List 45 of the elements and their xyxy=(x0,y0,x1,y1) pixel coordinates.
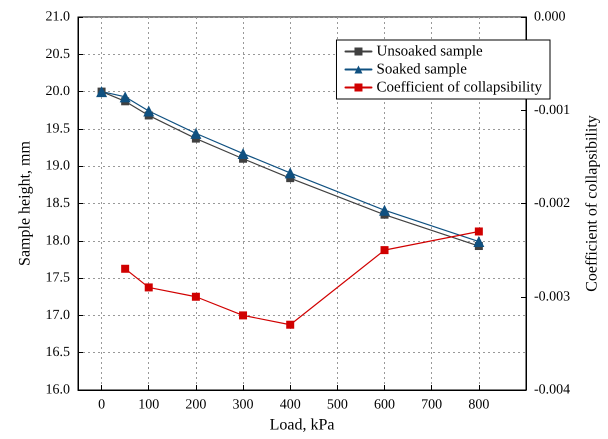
y-tick-label: 20.0 xyxy=(46,84,70,100)
y2-tick-label: -0.003 xyxy=(534,289,570,304)
x-tick-label: 200 xyxy=(185,398,206,412)
point xyxy=(474,227,483,236)
point xyxy=(190,128,202,139)
y-tick-label: 21.0 xyxy=(46,10,70,24)
x-tick-label: 400 xyxy=(280,398,301,412)
y-tick-label: 16.5 xyxy=(46,345,70,360)
y-tick-label: 19.5 xyxy=(46,121,70,136)
x-tick-label: 700 xyxy=(421,398,442,412)
point xyxy=(379,204,390,216)
x-tick-label: 100 xyxy=(138,398,160,412)
x-tick-label: 600 xyxy=(374,398,396,412)
y-tick-label: 18.0 xyxy=(46,233,70,248)
point xyxy=(238,148,249,160)
y-tick-label: 18.5 xyxy=(46,196,70,211)
y-tick-label: 17.0 xyxy=(46,308,70,323)
point xyxy=(239,311,248,320)
y-tick-label: 17.5 xyxy=(46,270,70,286)
y2-tick-label: -0.001 xyxy=(534,102,570,118)
y-axis-title: Sample height, mm xyxy=(16,140,34,266)
y2-tick-label: -0.004 xyxy=(534,382,570,398)
legend-label: Coefficient of collapsibility xyxy=(376,80,542,96)
y-tick-label: 19.0 xyxy=(46,158,70,174)
x-tick-label: 0 xyxy=(98,398,106,412)
point xyxy=(120,91,131,102)
point xyxy=(144,283,153,292)
y-tick-label: 16.0 xyxy=(46,382,70,398)
point xyxy=(286,320,294,329)
y2-tick-label: 0.000 xyxy=(534,10,566,24)
legend-label: Unsoaked sample xyxy=(376,44,484,60)
x-tick-label: 300 xyxy=(232,398,254,412)
x-tick-label: 800 xyxy=(468,398,490,412)
y2-axis-title: Coefficient of collapsibility xyxy=(584,115,600,292)
point xyxy=(192,292,200,301)
y-tick-label: 20.5 xyxy=(46,46,70,62)
x-axis-title: Load, kPa xyxy=(270,416,334,434)
point xyxy=(473,236,484,248)
point xyxy=(284,167,296,178)
y2-tick-label: -0.002 xyxy=(534,196,570,211)
point xyxy=(380,246,389,254)
legend-label: Soaked sample xyxy=(376,62,468,78)
point xyxy=(121,264,130,273)
x-tick-label: 500 xyxy=(326,398,348,412)
point xyxy=(143,105,154,116)
